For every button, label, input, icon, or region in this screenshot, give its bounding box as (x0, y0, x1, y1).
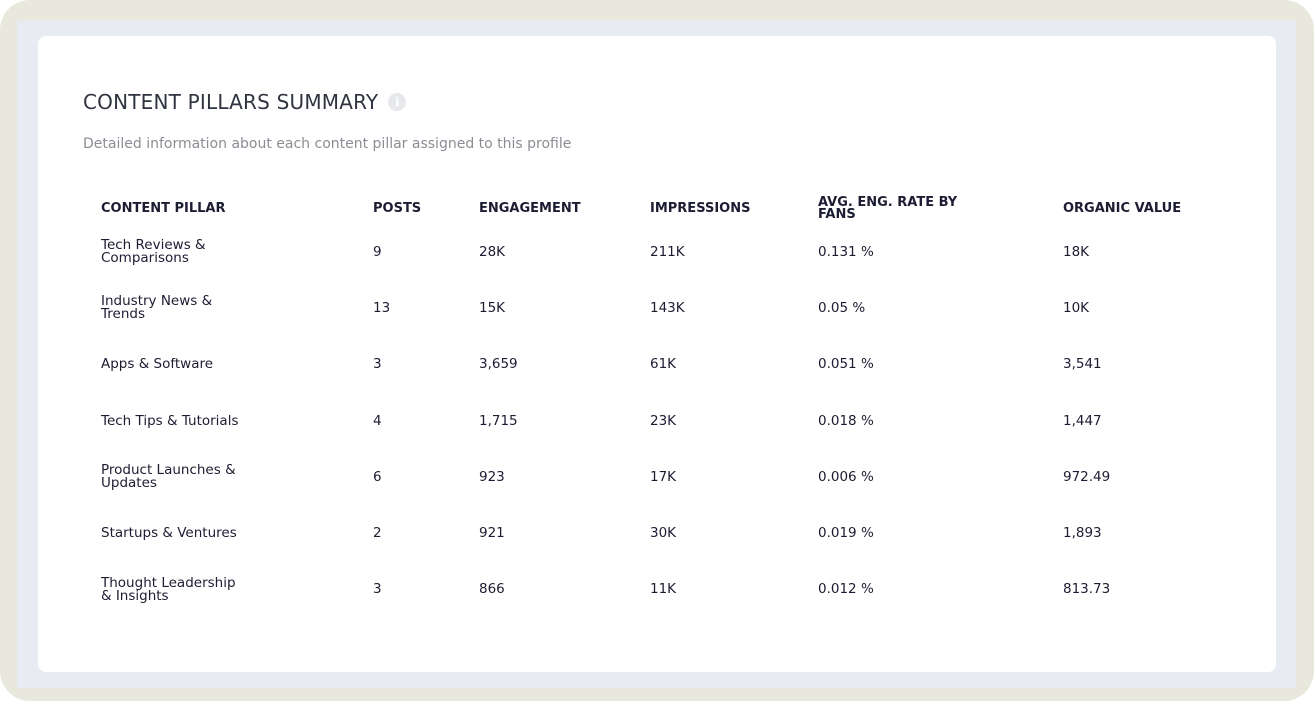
cell-pillar-name: Thought Leadership & Insights (101, 574, 236, 604)
table-row: Tech Tips & Tutorials 4 1,715 23K 0.018 % 1,4… (96, 393, 1256, 449)
cell-organic-value: 1,447 (1063, 412, 1102, 429)
table-row: Product Launches & Updates 6 923 17K 0.006 %… (96, 449, 1256, 505)
cell-impressions: 211K (650, 243, 685, 260)
cell-pillar-name: Startups & Ventures (101, 525, 237, 542)
cell-posts: 3 (373, 356, 382, 373)
cell-engagement: 3,659 (479, 356, 518, 373)
cell-impressions: 30K (650, 525, 677, 542)
cell-avg-eng-rate: 0.051 % (818, 356, 874, 373)
table-row: Startups & Ventures 2 921 30K 0.019 % 1,893 (96, 505, 1256, 561)
card-subtitle: Detailed information about each content … (83, 136, 572, 152)
cell-impressions: 17K (650, 468, 677, 485)
cell-organic-value: 18K (1063, 243, 1090, 260)
cell-organic-value: 813.73 (1063, 581, 1111, 598)
cell-engagement: 921 (479, 525, 505, 542)
cell-posts: 6 (373, 468, 382, 485)
cell-impressions: 61K (650, 356, 677, 373)
cell-avg-eng-rate: 0.05 % (818, 299, 866, 316)
cell-pillar-name: Tech Reviews & Comparisons (101, 237, 206, 267)
cell-organic-value: 1,893 (1063, 525, 1102, 542)
cell-organic-value: 3,541 (1063, 356, 1102, 373)
cell-posts: 3 (373, 581, 382, 598)
cell-engagement: 1,715 (479, 412, 518, 429)
column-header-avg-eng-rate: AVG. ENG. RATE BY FANS (818, 195, 958, 222)
card-title: CONTENT PILLARS SUMMARY (83, 90, 379, 114)
cell-organic-value: 10K (1063, 299, 1090, 316)
column-header-content-pillar: CONTENT PILLAR (101, 201, 226, 216)
cell-engagement: 15K (479, 299, 506, 316)
cell-posts: 2 (373, 525, 382, 542)
cell-avg-eng-rate: 0.012 % (818, 581, 874, 598)
cell-pillar-name: Product Launches & Updates (101, 462, 236, 492)
info-icon[interactable]: i (388, 93, 407, 111)
cell-posts: 9 (373, 243, 382, 260)
cell-engagement: 866 (479, 581, 505, 598)
cell-pillar-name: Industry News & Trends (101, 293, 213, 323)
table-row: Tech Reviews & Comparisons 9 28K 211K 0.131 … (96, 224, 1256, 280)
cell-posts: 13 (373, 299, 391, 316)
cell-impressions: 11K (650, 581, 677, 598)
cell-engagement: 923 (479, 468, 505, 485)
card-title-row: CONTENT PILLARS SUMMARY i (83, 90, 407, 114)
cell-avg-eng-rate: 0.131 % (818, 243, 874, 260)
cell-pillar-name: Tech Tips & Tutorials (101, 412, 239, 429)
cell-organic-value: 972.49 (1063, 468, 1111, 485)
table-row: Apps & Software 3 3,659 61K 0.051 % 3,541 (96, 337, 1256, 393)
column-header-engagement: ENGAGEMENT (479, 201, 581, 216)
content-pillars-card: CONTENT PILLARS SUMMARY i Detailed infor… (38, 36, 1276, 672)
cell-impressions: 23K (650, 412, 677, 429)
content-pillars-table: CONTENT PILLAR POSTS ENGAGEMENT IMPRESSI… (96, 194, 1256, 618)
table-row: Industry News & Trends 13 15K 143K 0.05 % 10K (96, 280, 1256, 336)
cell-engagement: 28K (479, 243, 506, 260)
cell-avg-eng-rate: 0.006 % (818, 468, 874, 485)
table-header-row: CONTENT PILLAR POSTS ENGAGEMENT IMPRESSI… (96, 194, 1256, 224)
cell-posts: 4 (373, 412, 382, 429)
table-row: Thought Leadership & Insights 3 866 11K 0.01… (96, 562, 1256, 618)
column-header-posts: POSTS (373, 201, 422, 216)
cell-avg-eng-rate: 0.019 % (818, 525, 874, 542)
cell-avg-eng-rate: 0.018 % (818, 412, 874, 429)
cell-pillar-name: Apps & Software (101, 356, 214, 373)
column-header-organic-value: ORGANIC VALUE (1063, 201, 1182, 216)
column-header-impressions: IMPRESSIONS (650, 201, 751, 216)
cell-impressions: 143K (650, 299, 685, 316)
